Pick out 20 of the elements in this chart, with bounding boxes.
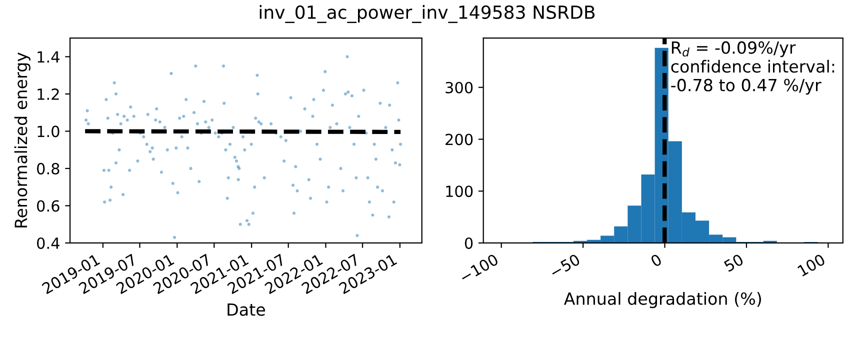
x-axis-title: Date: [228, 303, 265, 316]
y-tick-label: 200: [446, 134, 473, 146]
x-tick-label: −50: [549, 253, 581, 278]
y-tick-label: 300: [446, 82, 473, 94]
y-tick-label: 1.2: [38, 88, 59, 100]
y-tick-label: 0.6: [37, 200, 60, 212]
chart-title: inv_01_ac_power_inv_149583 NSRDB: [260, 5, 595, 24]
annotation: R$_{d}$ = -0.09%/yr confidence interval: -0.78 to 0.47 %/yr: [671, 41, 834, 95]
y-tick-label: 1.0: [38, 126, 60, 138]
y-tick-label: 0: [464, 237, 473, 249]
y-tick-label: 0.4: [37, 237, 60, 249]
y-tick-label: 1.4: [38, 51, 60, 63]
y-axis-title: Renormalized energy: [14, 52, 30, 228]
y-tick-label: 0.8: [37, 162, 60, 174]
x-tick-label: 100: [797, 253, 826, 277]
x-tick-label: 50: [723, 253, 744, 272]
x-tick-label: −100: [459, 253, 499, 284]
y-tick-label: 100: [446, 186, 473, 198]
x-tick-label: 0: [650, 253, 662, 268]
x-axis-title: Annual degradation (%): [564, 292, 761, 308]
